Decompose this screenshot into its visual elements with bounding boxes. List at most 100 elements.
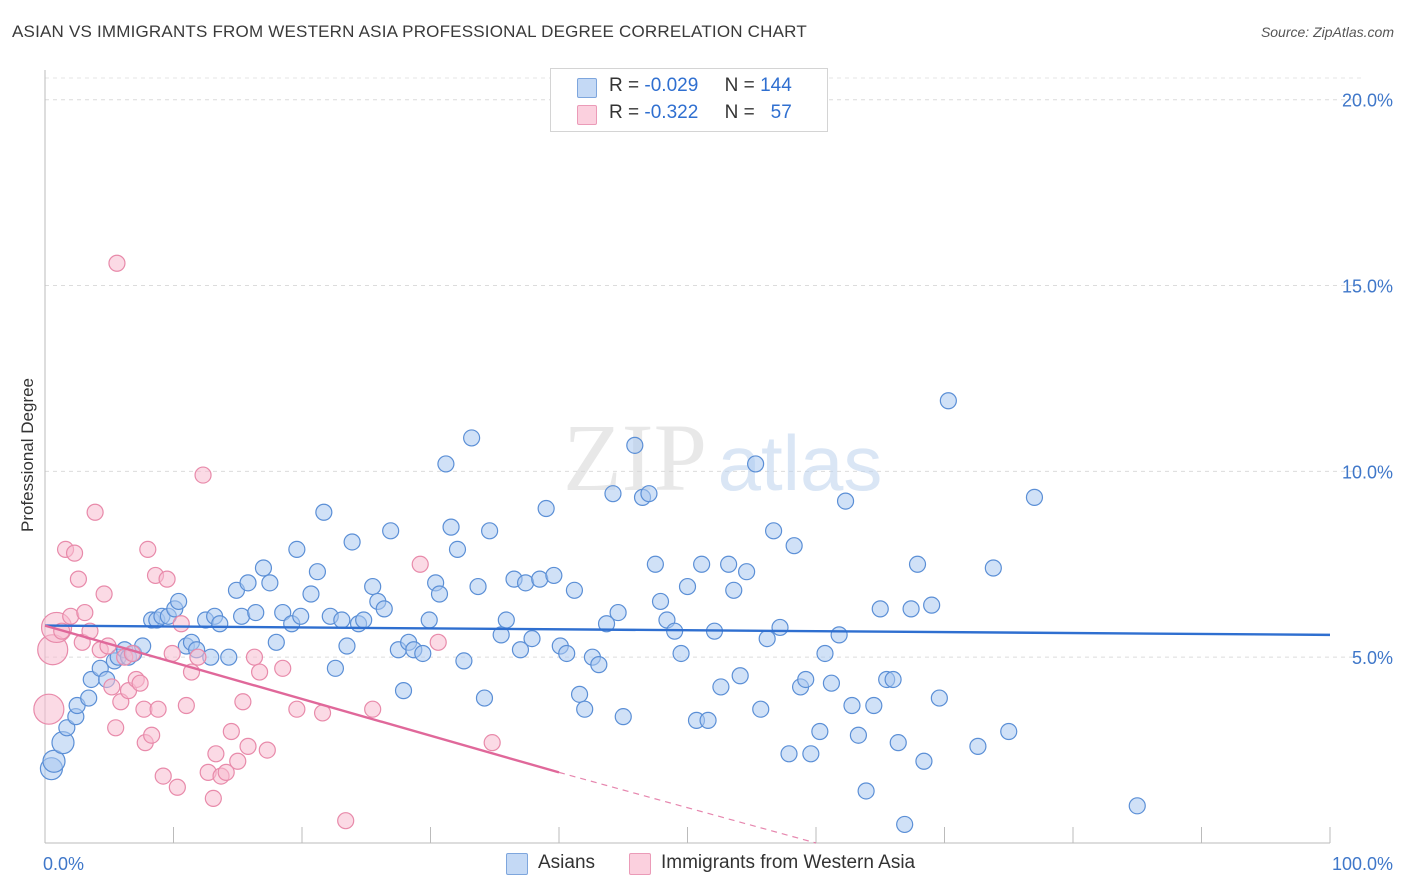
asian-point — [640, 485, 658, 503]
asian-point — [930, 689, 948, 707]
western-asia-point — [139, 540, 157, 559]
asian-point — [843, 696, 861, 715]
asians-trend-line — [44, 624, 1331, 637]
y-tick-label: 5.0% — [1352, 648, 1393, 668]
tick-labels: 5.0% 10.0% 15.0% 20.0% 0.0% 100.0% — [43, 91, 1393, 874]
asian-point — [497, 611, 515, 629]
asian-point — [308, 563, 327, 581]
asian-point — [699, 711, 717, 729]
asian-point — [693, 555, 711, 573]
asian-point — [646, 555, 664, 573]
western-asia-point — [158, 570, 176, 588]
asian-point — [254, 559, 273, 577]
y-tick-label: 15.0% — [1342, 277, 1393, 297]
western-asia-point — [163, 644, 181, 663]
asian-point — [531, 570, 549, 588]
asian-point — [752, 700, 770, 718]
x-tick-label-max: 100.0% — [1332, 854, 1393, 874]
asian-point — [811, 722, 829, 741]
asian-point — [469, 577, 487, 596]
asian-point — [884, 670, 902, 689]
western-asia-point — [229, 752, 247, 770]
bottom-legend-swatch-western-asia — [629, 853, 651, 875]
asian-point — [364, 577, 382, 596]
asian-point — [678, 577, 697, 596]
asian-point — [170, 592, 188, 611]
asian-point — [597, 615, 616, 633]
western-asia-point — [154, 767, 172, 785]
western-asia-point — [189, 648, 207, 666]
asian-point — [448, 540, 467, 559]
asian-point — [908, 555, 927, 573]
asian-point — [42, 749, 66, 773]
watermark: ZIP atlas — [563, 404, 882, 511]
y-tick-label: 10.0% — [1342, 462, 1393, 482]
asian-point — [651, 592, 670, 611]
western-asia-point — [288, 700, 306, 718]
asian-point — [537, 499, 555, 518]
legend-n-value: 144 — [760, 75, 792, 96]
asian-point — [394, 682, 413, 700]
asian-point — [902, 600, 920, 618]
asian-point — [604, 485, 622, 503]
asian-point — [333, 611, 351, 629]
asian-point — [463, 429, 481, 447]
asian-point — [816, 644, 834, 663]
asian-point — [725, 581, 743, 599]
asian-point — [315, 503, 333, 521]
western-asia-point — [429, 633, 447, 651]
asian-point — [609, 603, 627, 622]
asian-point — [576, 700, 594, 718]
asian-point — [857, 782, 875, 800]
asian-point — [475, 689, 494, 707]
asian-point — [420, 611, 438, 629]
y-axis-label: Professional Degree — [18, 377, 37, 533]
asian-point — [565, 581, 584, 599]
legend-n-label: N = — [724, 102, 755, 123]
asian-point — [1025, 488, 1044, 506]
asian-point — [382, 522, 400, 540]
western-asia-point — [76, 603, 94, 622]
gridlines — [45, 77, 1365, 658]
asian-point — [797, 670, 815, 689]
western-asia-point — [250, 663, 269, 681]
asian-point — [58, 719, 76, 737]
asian-point — [375, 600, 393, 618]
western-asia-point — [483, 734, 501, 752]
asian-point — [626, 436, 644, 454]
asian-point — [455, 652, 473, 670]
asian-point — [712, 678, 730, 696]
western-asia-point — [245, 648, 264, 666]
western-asia-point — [107, 719, 125, 737]
asian-point — [822, 674, 841, 692]
legend-swatch-asians — [577, 78, 597, 98]
legend-r-label: R = — [609, 102, 640, 123]
asian-point — [343, 533, 361, 551]
asian-point — [414, 644, 432, 663]
bottom-legend-label-asians: Asians — [538, 852, 596, 873]
asian-point — [338, 637, 356, 655]
asian-point — [326, 659, 345, 677]
asian-point — [889, 734, 907, 752]
asian-point — [939, 392, 957, 410]
y-tick-label: 20.0% — [1342, 91, 1393, 111]
asian-point — [1128, 797, 1146, 815]
asian-point — [865, 696, 883, 715]
asian-point — [896, 815, 914, 834]
asian-point — [570, 685, 589, 703]
asian-point — [261, 574, 279, 592]
asian-point — [239, 574, 257, 592]
asian-point — [267, 633, 285, 651]
asian-point — [430, 585, 449, 603]
asian-point — [747, 455, 765, 473]
western-asia-points — [33, 254, 501, 830]
asian-point — [672, 644, 690, 663]
western-asia-point — [86, 503, 104, 521]
asian-point — [758, 630, 776, 648]
western-asia-point — [33, 693, 65, 725]
western-asia-point — [108, 254, 126, 272]
western-asia-point — [172, 615, 190, 633]
western-asia-point — [149, 700, 167, 718]
asian-point — [614, 708, 632, 726]
asian-point — [292, 607, 310, 625]
